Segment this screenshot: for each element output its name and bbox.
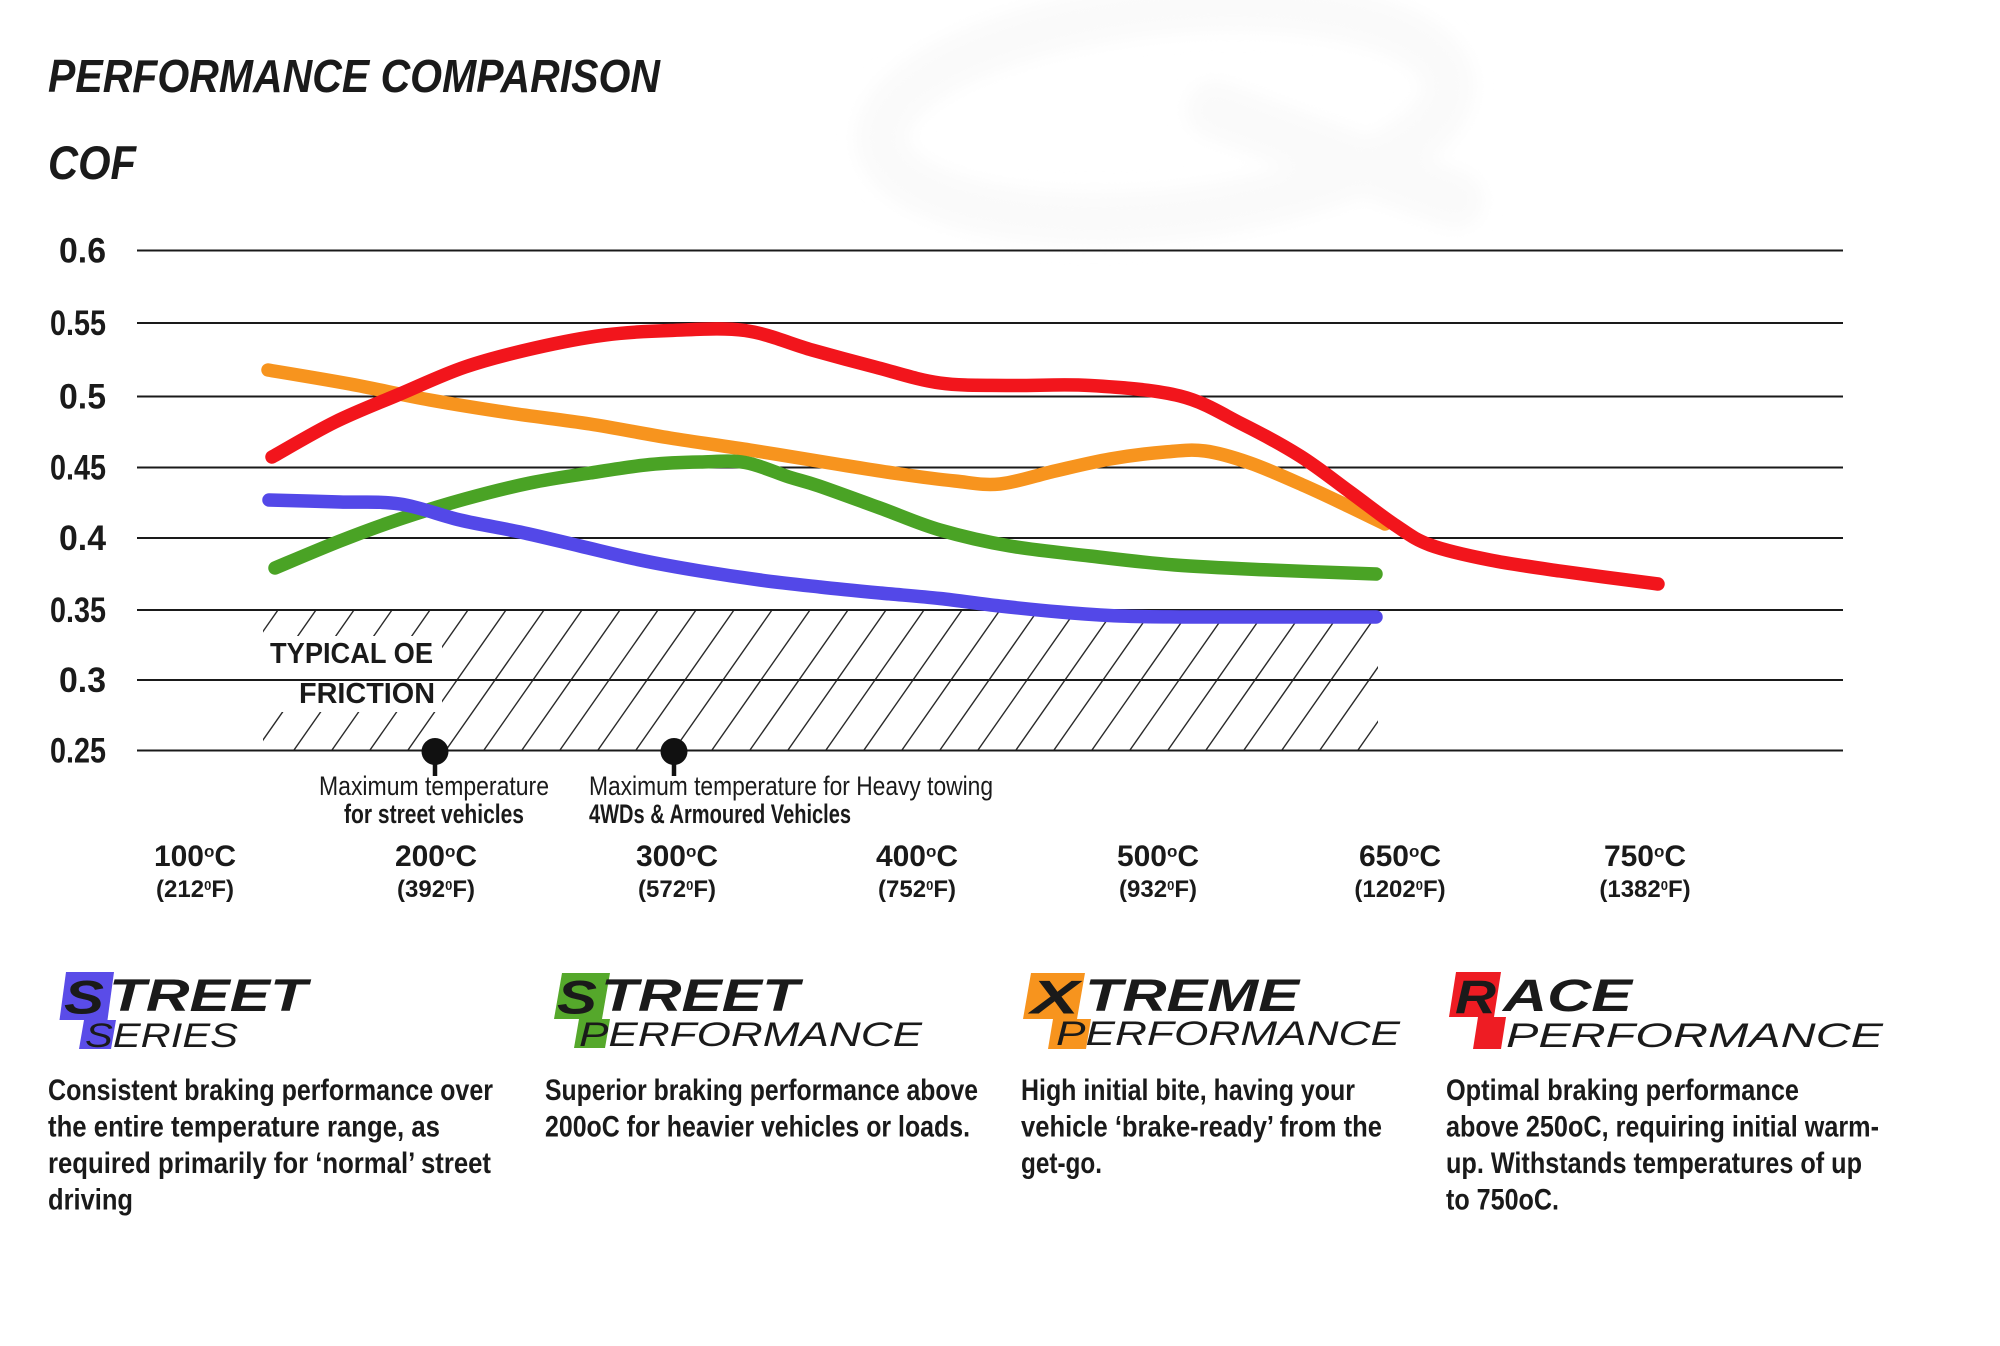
svg-text:TREET: TREET bbox=[109, 970, 312, 1021]
svg-text:R: R bbox=[1455, 971, 1496, 1024]
svg-text:(5720F): (5720F) bbox=[638, 876, 716, 903]
svg-text:(9320F): (9320F) bbox=[1119, 876, 1197, 903]
svg-text:X: X bbox=[1026, 971, 1083, 1024]
svg-text:100oC: 100oC bbox=[154, 840, 236, 873]
svg-text:500oC: 500oC bbox=[1117, 840, 1199, 873]
svg-text:Maximum temperature for Heavy: Maximum temperature for Heavy towing bbox=[589, 771, 993, 801]
svg-text:0.55: 0.55 bbox=[50, 304, 106, 343]
svg-text:TREME: TREME bbox=[1085, 970, 1302, 1021]
svg-text:PERFORMANCE COMPARISON: PERFORMANCE COMPARISON bbox=[48, 50, 661, 102]
svg-text:200oC: 200oC bbox=[395, 840, 477, 873]
svg-text:(3920F): (3920F) bbox=[397, 876, 475, 903]
svg-text:driving: driving bbox=[48, 1184, 133, 1217]
svg-text:to 750oC.: to 750oC. bbox=[1446, 1184, 1559, 1217]
svg-text:TREET: TREET bbox=[601, 970, 804, 1021]
svg-text:650oC: 650oC bbox=[1359, 840, 1441, 873]
svg-text:above 250oC, requiring initial: above 250oC, requiring initial warm- bbox=[1446, 1111, 1879, 1144]
svg-text:(7520F): (7520F) bbox=[878, 876, 956, 903]
svg-text:up. Withstands temperatures of: up. Withstands temperatures of up bbox=[1446, 1147, 1862, 1180]
svg-text:(13820F): (13820F) bbox=[1599, 876, 1690, 903]
svg-text:Superior braking performance a: Superior braking performance above bbox=[545, 1074, 978, 1107]
svg-text:get-go.: get-go. bbox=[1021, 1147, 1102, 1180]
svg-text:300oC: 300oC bbox=[636, 840, 718, 873]
svg-text:for street vehicles: for street vehicles bbox=[344, 799, 524, 829]
svg-text:(12020F): (12020F) bbox=[1354, 876, 1445, 903]
svg-text:400oC: 400oC bbox=[876, 840, 958, 873]
svg-text:Consistent braking performance: Consistent braking performance over bbox=[48, 1074, 493, 1107]
svg-text:TYPICAL OE: TYPICAL OE bbox=[270, 638, 433, 670]
svg-text:S: S bbox=[64, 971, 104, 1024]
svg-text:vehicle ‘brake-ready’ from the: vehicle ‘brake-ready’ from the bbox=[1021, 1111, 1382, 1144]
svg-text:PERFORMANCE: PERFORMANCE bbox=[579, 1016, 922, 1054]
svg-text:0.35: 0.35 bbox=[50, 591, 106, 630]
svg-text:High initial bite, having your: High initial bite, having your bbox=[1021, 1074, 1355, 1107]
svg-text:required primarily for ‘normal: required primarily for ‘normal’ street bbox=[48, 1147, 491, 1180]
svg-text:Maximum temperature: Maximum temperature bbox=[319, 771, 549, 801]
svg-text:FRICTION: FRICTION bbox=[299, 678, 435, 710]
svg-text:ACE: ACE bbox=[1502, 970, 1635, 1021]
svg-text:Optimal braking performance: Optimal braking performance bbox=[1446, 1074, 1799, 1107]
svg-text:0.4: 0.4 bbox=[59, 519, 107, 558]
svg-text:0.25: 0.25 bbox=[50, 732, 106, 771]
svg-text:PERFORMANCE: PERFORMANCE bbox=[1056, 1015, 1400, 1053]
svg-text:0.5: 0.5 bbox=[59, 378, 106, 417]
svg-text:200oC for heavier vehicles or: 200oC for heavier vehicles or loads. bbox=[545, 1111, 970, 1144]
svg-text:SERIES: SERIES bbox=[85, 1017, 238, 1055]
svg-text:COF: COF bbox=[48, 136, 137, 189]
svg-text:0.6: 0.6 bbox=[59, 232, 106, 271]
svg-text:750oC: 750oC bbox=[1604, 840, 1686, 873]
svg-text:0.3: 0.3 bbox=[59, 661, 106, 700]
svg-text:4WDs & Armoured Vehicles: 4WDs & Armoured Vehicles bbox=[589, 799, 851, 829]
svg-text:S: S bbox=[557, 971, 597, 1024]
svg-text:0.45: 0.45 bbox=[50, 449, 106, 488]
svg-text:(2120F): (2120F) bbox=[156, 876, 234, 903]
svg-text:the entire temperature range,: the entire temperature range, as bbox=[48, 1111, 440, 1144]
svg-text:PERFORMANCE: PERFORMANCE bbox=[1506, 1017, 1883, 1055]
